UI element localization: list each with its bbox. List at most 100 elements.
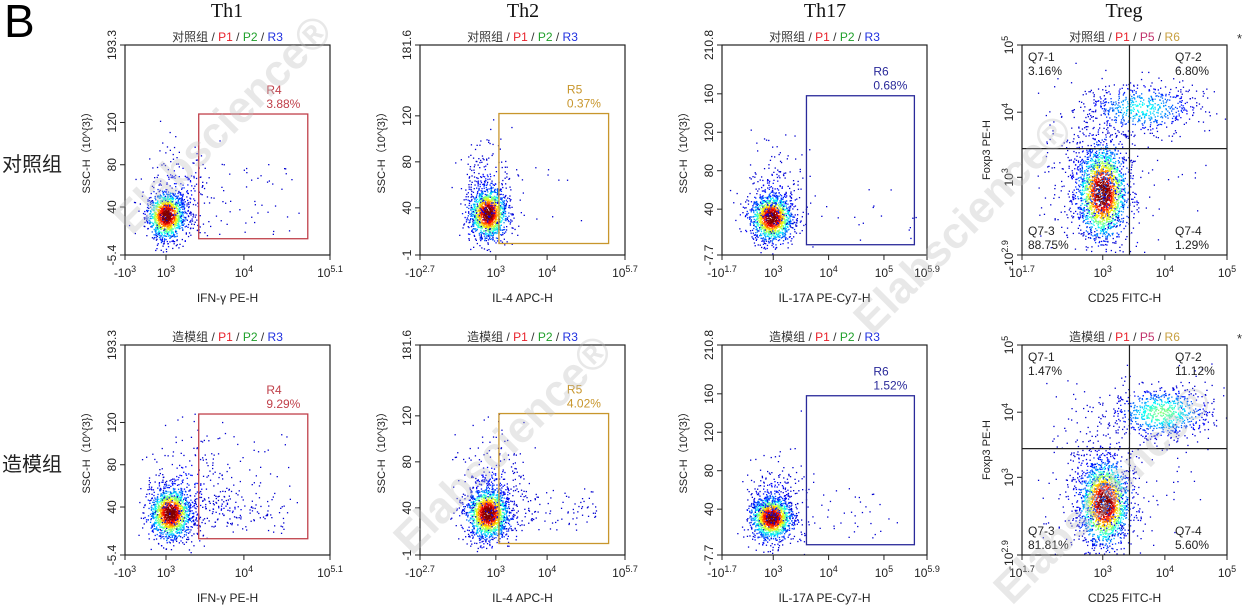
event-dot [762,214,763,215]
event-dot [469,176,470,177]
event-dot [156,239,157,240]
event-dot [179,152,180,153]
event-dot [484,182,485,183]
event-dot [175,199,176,200]
event-dot [790,213,791,214]
event-dot [483,230,484,231]
event-dot [194,224,195,225]
event-dot [167,175,168,176]
event-dot [476,208,477,209]
event-dot [770,196,771,197]
event-dot [147,207,148,208]
event-dot [168,209,169,210]
event-dot [168,204,169,205]
event-dot [495,167,496,168]
event-dot [182,209,183,210]
event-dot [838,217,839,218]
event-dot [503,215,504,216]
event-dot [760,218,761,219]
event-dot [165,231,166,232]
event-dot [479,217,480,218]
event-dot [772,234,773,235]
event-dot [202,194,203,195]
event-dot [167,243,168,244]
event-dot [776,237,777,238]
column-title-th2: Th2 [423,0,623,23]
event-dot [493,202,494,203]
event-dot [497,202,498,203]
event-dot [267,182,268,183]
event-dot [481,206,482,207]
event-dot [230,201,231,202]
event-dot [496,209,497,210]
event-dot [483,174,484,175]
x-axis-label: IL-4 APC-H [492,291,553,305]
event-dot [783,206,784,207]
event-dot [155,212,156,213]
event-dot [505,161,506,162]
event-dot [482,203,483,204]
gate-percent: 3.88% [266,97,300,111]
event-dot [158,209,159,210]
event-dot [166,215,167,216]
event-dot [1115,241,1116,242]
event-dot [552,216,553,217]
y-tick-label: -7.7 [702,244,716,265]
event-dot [495,221,496,222]
event-dot [536,218,537,219]
event-dot [760,245,761,246]
event-dot [1084,174,1085,175]
event-dot [484,236,485,237]
event-dot [158,224,159,225]
event-dot [763,208,764,209]
event-dot [484,184,485,185]
event-dot [129,225,130,226]
event-dot [769,221,770,222]
event-dot [471,175,472,176]
event-dot [500,205,501,206]
event-dot [162,206,163,207]
event-dot [782,188,783,189]
event-dot [547,174,548,175]
event-dot [164,241,165,242]
event-dot [495,212,496,213]
gate-r5[interactable] [499,114,609,244]
event-dot [781,215,782,216]
event-dot [782,204,783,205]
event-dot [500,240,501,241]
event-dot [159,204,160,205]
event-dot [466,196,467,197]
event-dot [754,221,755,222]
event-dot [760,252,761,253]
event-dot [767,223,768,224]
event-dot [488,205,489,206]
gate-r6[interactable] [806,96,914,245]
event-dot [166,220,167,221]
event-dot [761,187,762,188]
event-dot [191,224,192,225]
event-dot [755,232,756,233]
event-dot [473,220,474,221]
event-dot [177,203,178,204]
event-dot [179,192,180,193]
event-dot [486,195,487,196]
event-dot [154,237,155,238]
event-dot [169,194,170,195]
event-dot [466,221,467,222]
event-dot [191,175,192,176]
event-dot [762,195,763,196]
event-dot [147,211,148,212]
event-dot [166,229,167,230]
event-dot [169,220,170,221]
event-dot [495,202,496,203]
gate-r4[interactable] [199,114,308,239]
event-dot [775,211,776,212]
event-dot [475,149,476,150]
event-dot [161,209,162,210]
event-dot [801,154,802,155]
event-dot [769,200,770,201]
event-dot [154,216,155,217]
event-dot [764,138,765,139]
event-dot [756,236,757,237]
